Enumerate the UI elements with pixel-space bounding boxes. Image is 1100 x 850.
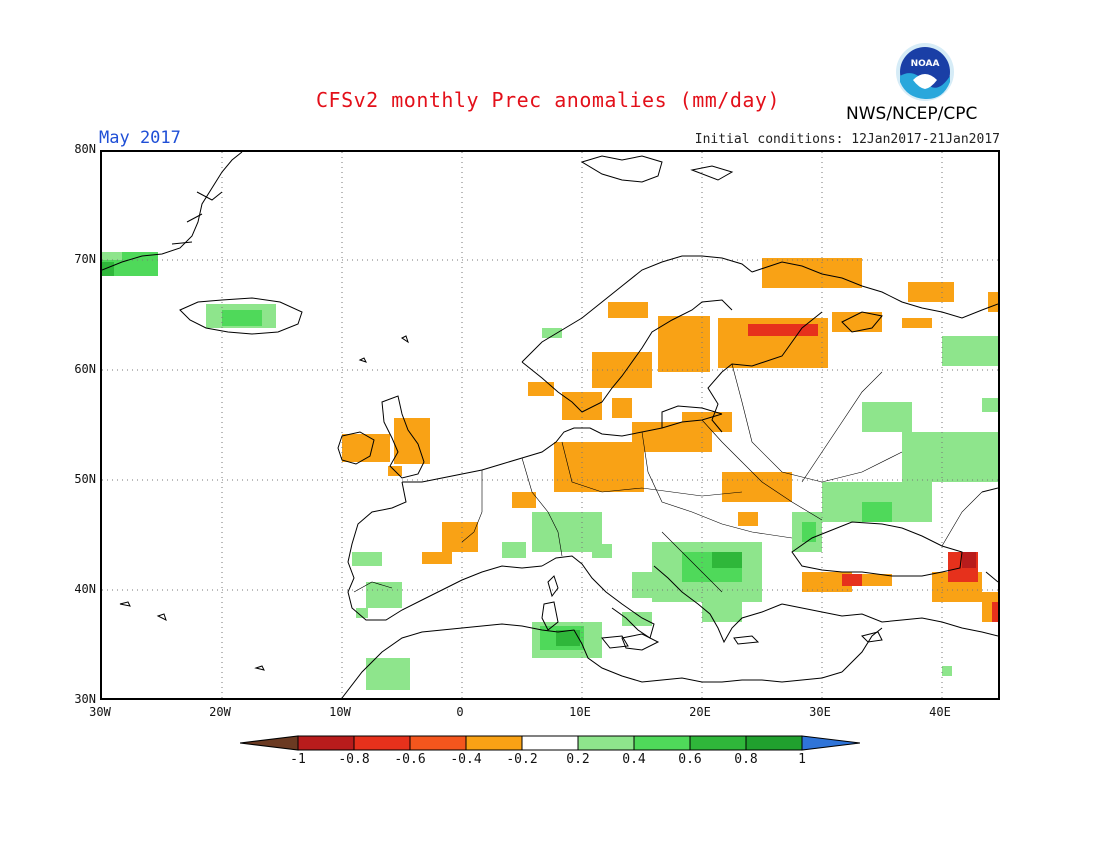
lon-label: 10W xyxy=(329,705,351,719)
anomaly-patch xyxy=(366,582,402,608)
coastlines xyxy=(102,152,998,698)
forecast-month-label: May 2017 xyxy=(99,128,181,148)
lat-label: 70N xyxy=(74,252,96,266)
anomaly-patch xyxy=(988,292,998,312)
colorbar-tick-label: -0.2 xyxy=(506,752,538,767)
anomaly-patch xyxy=(394,418,430,464)
colorbar-tick-label: -1 xyxy=(290,752,306,767)
anomaly-patch xyxy=(554,442,644,492)
anomaly-shading xyxy=(102,252,998,690)
precipitation-anomaly-map xyxy=(100,150,1000,700)
lat-label: 60N xyxy=(74,362,96,376)
anomaly-patch xyxy=(356,608,368,618)
colorbar-box xyxy=(297,735,355,751)
chart-title: CFSv2 monthly Prec anomalies (mm/day) xyxy=(315,88,781,112)
anomaly-patch xyxy=(942,666,952,676)
colorbar-box xyxy=(633,735,691,751)
colorbar-under-triangle xyxy=(240,735,299,751)
colorbar-tick-label: 0.8 xyxy=(734,752,758,767)
anomaly-patch xyxy=(862,402,912,432)
colorbar-box xyxy=(577,735,635,751)
anomaly-patch xyxy=(832,312,882,332)
anomaly-patch xyxy=(902,432,998,482)
anomaly-patch xyxy=(342,434,390,462)
anomaly-patch xyxy=(682,412,732,432)
colorbar-box xyxy=(521,735,579,751)
lat-label: 80N xyxy=(74,142,96,156)
lon-label: 30W xyxy=(89,705,111,719)
map-canvas xyxy=(102,152,998,698)
colorbar-tick-label: 0.2 xyxy=(566,752,590,767)
anomaly-patch xyxy=(632,572,662,592)
lon-label: 20W xyxy=(209,705,231,719)
colorbar-tick-label: -0.4 xyxy=(450,752,482,767)
anomaly-patch xyxy=(942,336,998,366)
anomaly-patch xyxy=(442,522,478,552)
anomaly-patch xyxy=(608,302,648,318)
anomaly-patch xyxy=(982,398,998,412)
colorbar-tick-label: 0.6 xyxy=(678,752,702,767)
noaa-logo-icon: NOAA xyxy=(896,43,954,101)
colorbar-tick-label: 0.4 xyxy=(622,752,646,767)
anomaly-patch xyxy=(702,592,742,622)
anomaly-patch xyxy=(962,552,976,568)
anomaly-patch xyxy=(556,630,580,646)
anomaly-patch xyxy=(592,544,612,558)
anomaly-patch xyxy=(712,552,742,568)
colorbar-tick-label: -0.8 xyxy=(338,752,370,767)
colorbar-box xyxy=(465,735,523,751)
anomaly-patch xyxy=(528,382,554,396)
anomaly-patch xyxy=(542,328,562,338)
anomaly-patch xyxy=(102,262,114,276)
anomaly-patch xyxy=(842,574,862,586)
anomaly-patch xyxy=(222,310,262,326)
colorbar-boxes xyxy=(297,735,803,751)
colorbar-box xyxy=(353,735,411,751)
anomaly-patch xyxy=(908,282,954,302)
anomaly-patch xyxy=(658,316,710,372)
agency-label: NWS/NCEP/CPC xyxy=(846,104,978,124)
anomaly-patch xyxy=(366,658,410,690)
colorbar-box xyxy=(409,735,467,751)
lat-label: 30N xyxy=(74,692,96,706)
anomaly-patch xyxy=(502,542,526,558)
anomaly-patch xyxy=(622,612,652,626)
anomaly-patch xyxy=(738,512,758,526)
anomaly-patch xyxy=(612,398,632,418)
anomaly-patch xyxy=(902,318,932,328)
anomaly-patch xyxy=(532,512,602,552)
colorbar-tick-label: 1 xyxy=(798,752,806,767)
lon-label: 10E xyxy=(569,705,591,719)
anomaly-patch xyxy=(992,602,998,622)
anomaly-patch xyxy=(748,324,818,336)
anomaly-patch xyxy=(722,472,792,502)
lon-label: 40E xyxy=(929,705,951,719)
anomaly-patch xyxy=(102,252,122,260)
country-borders xyxy=(353,363,983,593)
anomaly-patch xyxy=(512,492,536,508)
initial-conditions-label: Initial conditions: 12Jan2017-21Jan2017 xyxy=(694,132,1000,147)
anomaly-patch xyxy=(862,502,892,522)
svg-text:NOAA: NOAA xyxy=(911,59,940,69)
anomaly-patch xyxy=(602,370,628,386)
lat-label: 40N xyxy=(74,582,96,596)
colorbar-tick-label: -0.6 xyxy=(394,752,426,767)
colorbar xyxy=(240,735,860,751)
lat-label: 50N xyxy=(74,472,96,486)
anomaly-patch xyxy=(762,258,862,288)
colorbar-box xyxy=(745,735,803,751)
colorbar-box xyxy=(689,735,747,751)
lon-label: 30E xyxy=(809,705,831,719)
lon-label: 0 xyxy=(456,705,464,719)
anomaly-patch xyxy=(562,392,602,420)
anomaly-patch xyxy=(802,522,816,542)
anomaly-patch xyxy=(422,552,452,564)
lon-label: 20E xyxy=(689,705,711,719)
colorbar-over-triangle xyxy=(801,735,860,751)
anomaly-patch xyxy=(352,552,382,566)
